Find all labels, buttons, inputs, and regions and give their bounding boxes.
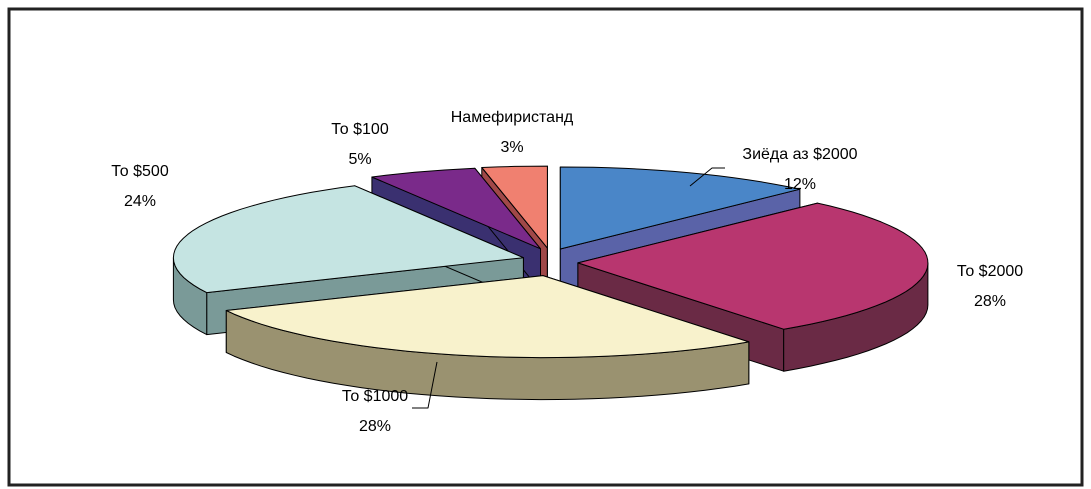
- leader-line: [689, 167, 725, 187]
- value-label: 28%: [974, 293, 1006, 310]
- value-label: 3%: [500, 139, 523, 156]
- slice-top: [371, 167, 541, 250]
- slice-top: [577, 202, 929, 330]
- value-label: 28%: [359, 418, 391, 435]
- slice-label: То $2000: [957, 263, 1023, 280]
- slice-label: То $500: [111, 163, 169, 180]
- slice-label: То $100: [331, 121, 389, 138]
- leader-line: [412, 361, 438, 409]
- slice-top: [559, 166, 801, 250]
- value-label: 12%: [784, 176, 816, 193]
- slice-label: Намефиристанд: [451, 109, 574, 126]
- value-label: 5%: [348, 151, 371, 168]
- value-label: 24%: [124, 193, 156, 210]
- slice-label: Зиёда аз $2000: [742, 146, 857, 163]
- slice-top: [225, 275, 750, 359]
- slice-top: [481, 165, 548, 249]
- slice-label: То $1000: [342, 388, 408, 405]
- slice-top: [172, 185, 524, 294]
- slice: [225, 275, 750, 401]
